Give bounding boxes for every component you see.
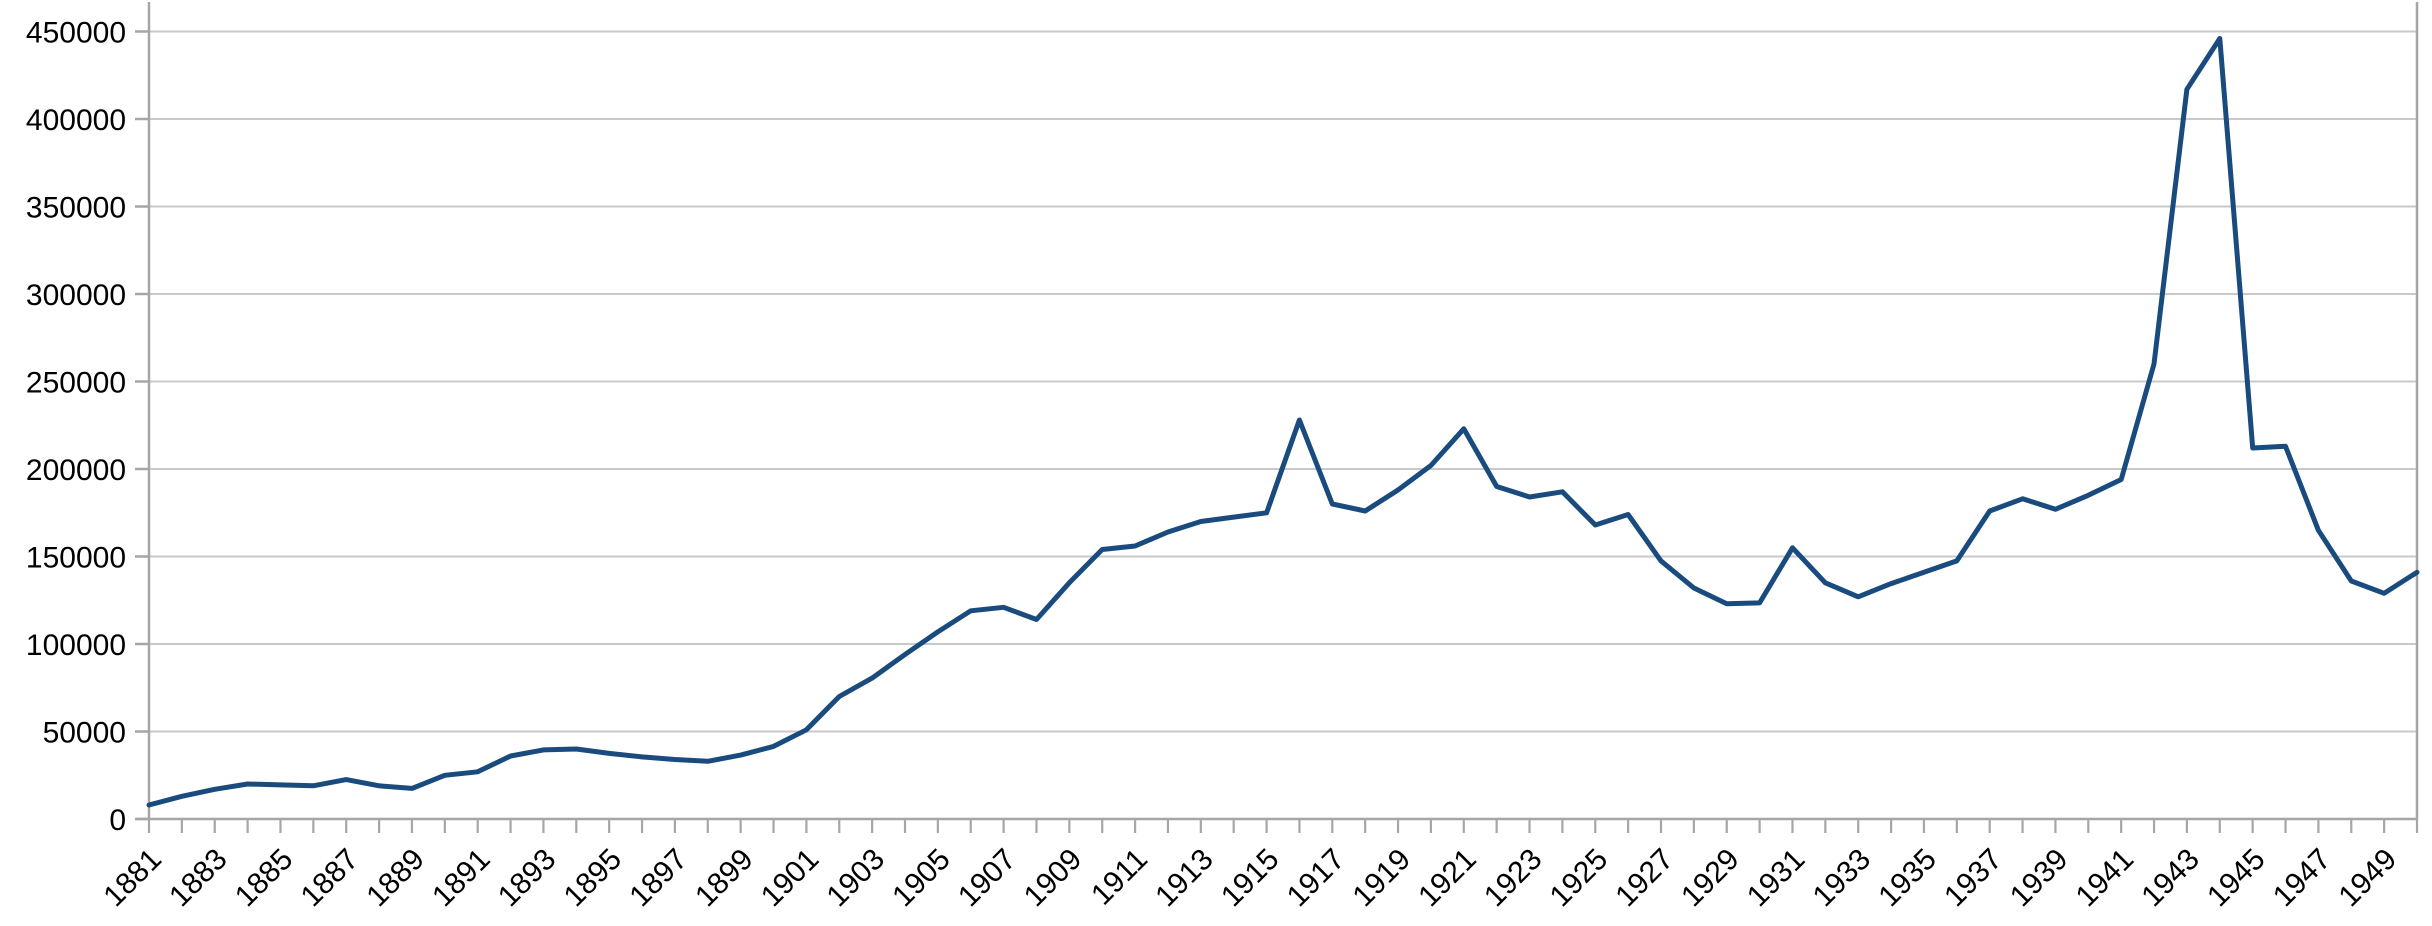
y-tick-label-100000: 100000 (26, 629, 126, 662)
y-tick-label-250000: 250000 (26, 367, 126, 400)
y-tick-label-450000: 450000 (26, 17, 126, 50)
y-tick-label-350000: 350000 (26, 192, 126, 225)
data-series-line-value (146, 36, 2420, 808)
y-tick-label-0: 0 (109, 804, 126, 837)
y-tick-label-200000: 200000 (26, 454, 126, 487)
y-axis-ticks (135, 30, 149, 821)
axes (135, 2, 2419, 821)
y-tick-label-300000: 300000 (26, 279, 126, 312)
y-tick-label-50000: 50000 (43, 717, 126, 750)
y-tick-label-150000: 150000 (26, 542, 126, 575)
y-tick-label-400000: 400000 (26, 104, 126, 137)
y-axis-labels: 0 50000 100000 150000 200000 250000 300000 3500… (26, 17, 126, 838)
y-gridlines (149, 30, 2417, 733)
x-axis-ticks (147, 819, 2419, 833)
data-series (146, 36, 2420, 808)
